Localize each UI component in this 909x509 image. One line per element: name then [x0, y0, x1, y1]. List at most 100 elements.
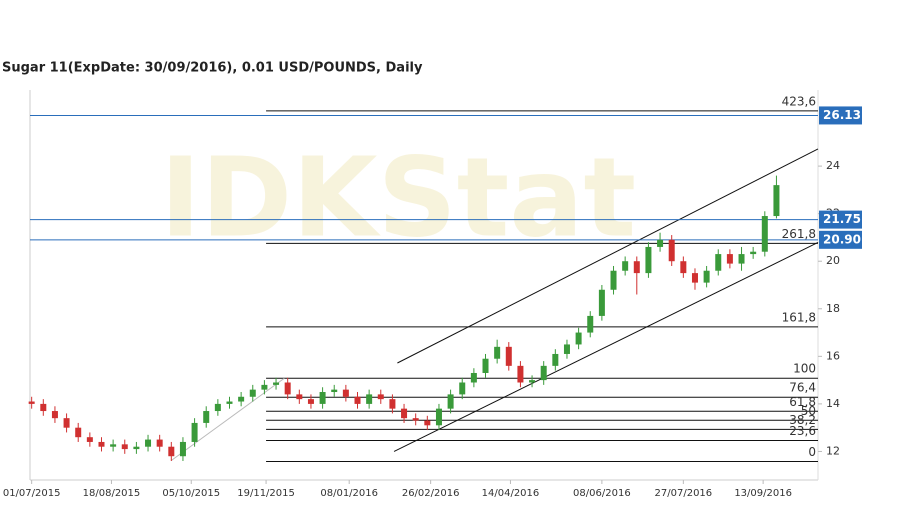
- candle-body: [575, 332, 582, 345]
- candle-body: [529, 380, 536, 383]
- x-tick-label: 01/07/2015: [3, 488, 61, 499]
- candle-body: [738, 254, 745, 264]
- y-tick-label: 16: [826, 349, 840, 362]
- fib-label: 23,6: [789, 424, 816, 438]
- candle-body: [366, 394, 373, 404]
- candle-body: [75, 427, 82, 438]
- candle-body: [424, 420, 431, 426]
- candle-body: [587, 315, 594, 333]
- candle-body: [296, 394, 303, 400]
- candle-body: [261, 384, 268, 390]
- x-tick-label: 13/09/2016: [734, 488, 792, 499]
- candle-body: [726, 254, 733, 264]
- candle-body: [622, 261, 629, 271]
- candle-body: [470, 372, 477, 383]
- candle-body: [401, 408, 408, 419]
- candle-body: [249, 389, 256, 397]
- candle-body: [63, 418, 70, 428]
- candle-body: [750, 251, 757, 255]
- candle-body: [168, 446, 175, 457]
- candle-body: [389, 399, 396, 409]
- price-tag-label: 20.90: [823, 232, 861, 246]
- y-tick-label: 12: [826, 444, 840, 457]
- candle-body: [156, 439, 163, 447]
- candle-body: [505, 346, 512, 366]
- candle-body: [331, 389, 338, 393]
- chart-title: Sugar 11(ExpDate: 30/09/2016), 0.01 USD/…: [2, 61, 423, 76]
- price-tag: [819, 210, 862, 229]
- candle-body: [40, 403, 47, 412]
- candle-body: [482, 358, 489, 373]
- candle-body: [28, 401, 35, 404]
- candle-body: [307, 399, 314, 404]
- x-tick-label: 08/01/2016: [320, 488, 378, 499]
- candle-body: [145, 439, 152, 447]
- candle-body: [226, 401, 233, 404]
- x-tick-label: 18/08/2015: [83, 488, 141, 499]
- price-tag-label: 26.13: [823, 108, 861, 122]
- x-tick-label: 14/04/2016: [482, 488, 540, 499]
- price-tag-label: 21.75: [823, 212, 861, 226]
- candle-body: [540, 365, 547, 381]
- candle-body: [668, 239, 675, 262]
- candle-body: [657, 239, 664, 247]
- x-tick-label: 26/02/2016: [402, 488, 460, 499]
- candle-body: [494, 346, 501, 359]
- candle-body: [633, 261, 640, 274]
- candle-body: [86, 437, 93, 442]
- y-tick-label: 18: [826, 302, 840, 315]
- price-tag: [819, 230, 862, 249]
- candle-body: [354, 396, 361, 404]
- candle-body: [563, 344, 570, 354]
- trendline: [171, 377, 285, 461]
- candle-body: [552, 353, 559, 366]
- y-tick-label: 24: [826, 159, 840, 172]
- fib-label: 100: [793, 362, 816, 376]
- x-tick-label: 05/10/2015: [162, 488, 220, 499]
- candle-body: [110, 444, 117, 447]
- candle-body: [342, 389, 349, 397]
- candle-body: [517, 365, 524, 383]
- x-tick-label: 19/11/2015: [237, 488, 295, 499]
- candle-body: [447, 394, 454, 409]
- candle-body: [703, 270, 710, 283]
- candle-body: [680, 261, 687, 274]
- fib-label: 0: [808, 445, 816, 459]
- candle-body: [284, 382, 291, 395]
- trendline: [397, 148, 819, 364]
- candle-body: [273, 382, 280, 385]
- fib-label: 50: [801, 404, 816, 418]
- y-tick-label: 20: [826, 254, 840, 267]
- trendline: [393, 241, 819, 452]
- candle-body: [121, 444, 128, 450]
- candle-body: [459, 382, 466, 395]
- candle-body: [214, 403, 221, 412]
- candle-body: [645, 246, 652, 274]
- fib-label: 38,2: [789, 413, 816, 427]
- price-tag: [819, 106, 862, 125]
- watermark: IDKStat: [160, 133, 636, 261]
- x-tick-label: 27/07/2016: [655, 488, 713, 499]
- x-tick-label: 08/06/2016: [573, 488, 631, 499]
- fib-label: 423,6: [782, 94, 816, 108]
- candle-body: [203, 411, 210, 423]
- candle-body: [191, 422, 198, 442]
- candle-body: [435, 408, 442, 426]
- candle-body: [319, 392, 326, 404]
- y-tick-label: 14: [826, 397, 840, 410]
- candle-body: [412, 418, 419, 421]
- candle-body: [715, 254, 722, 271]
- candle-body: [610, 270, 617, 290]
- fib-label: 161,8: [782, 310, 816, 324]
- candle-body: [598, 289, 605, 316]
- candle-body: [773, 185, 780, 217]
- candle-body: [691, 273, 698, 283]
- candle-body: [238, 396, 245, 402]
- candle-body: [179, 441, 186, 457]
- candle-body: [98, 441, 105, 447]
- candle-body: [761, 216, 768, 252]
- fib-label: 76,4: [789, 381, 816, 395]
- fib-label: 261,8: [782, 227, 816, 241]
- candle-body: [51, 411, 58, 419]
